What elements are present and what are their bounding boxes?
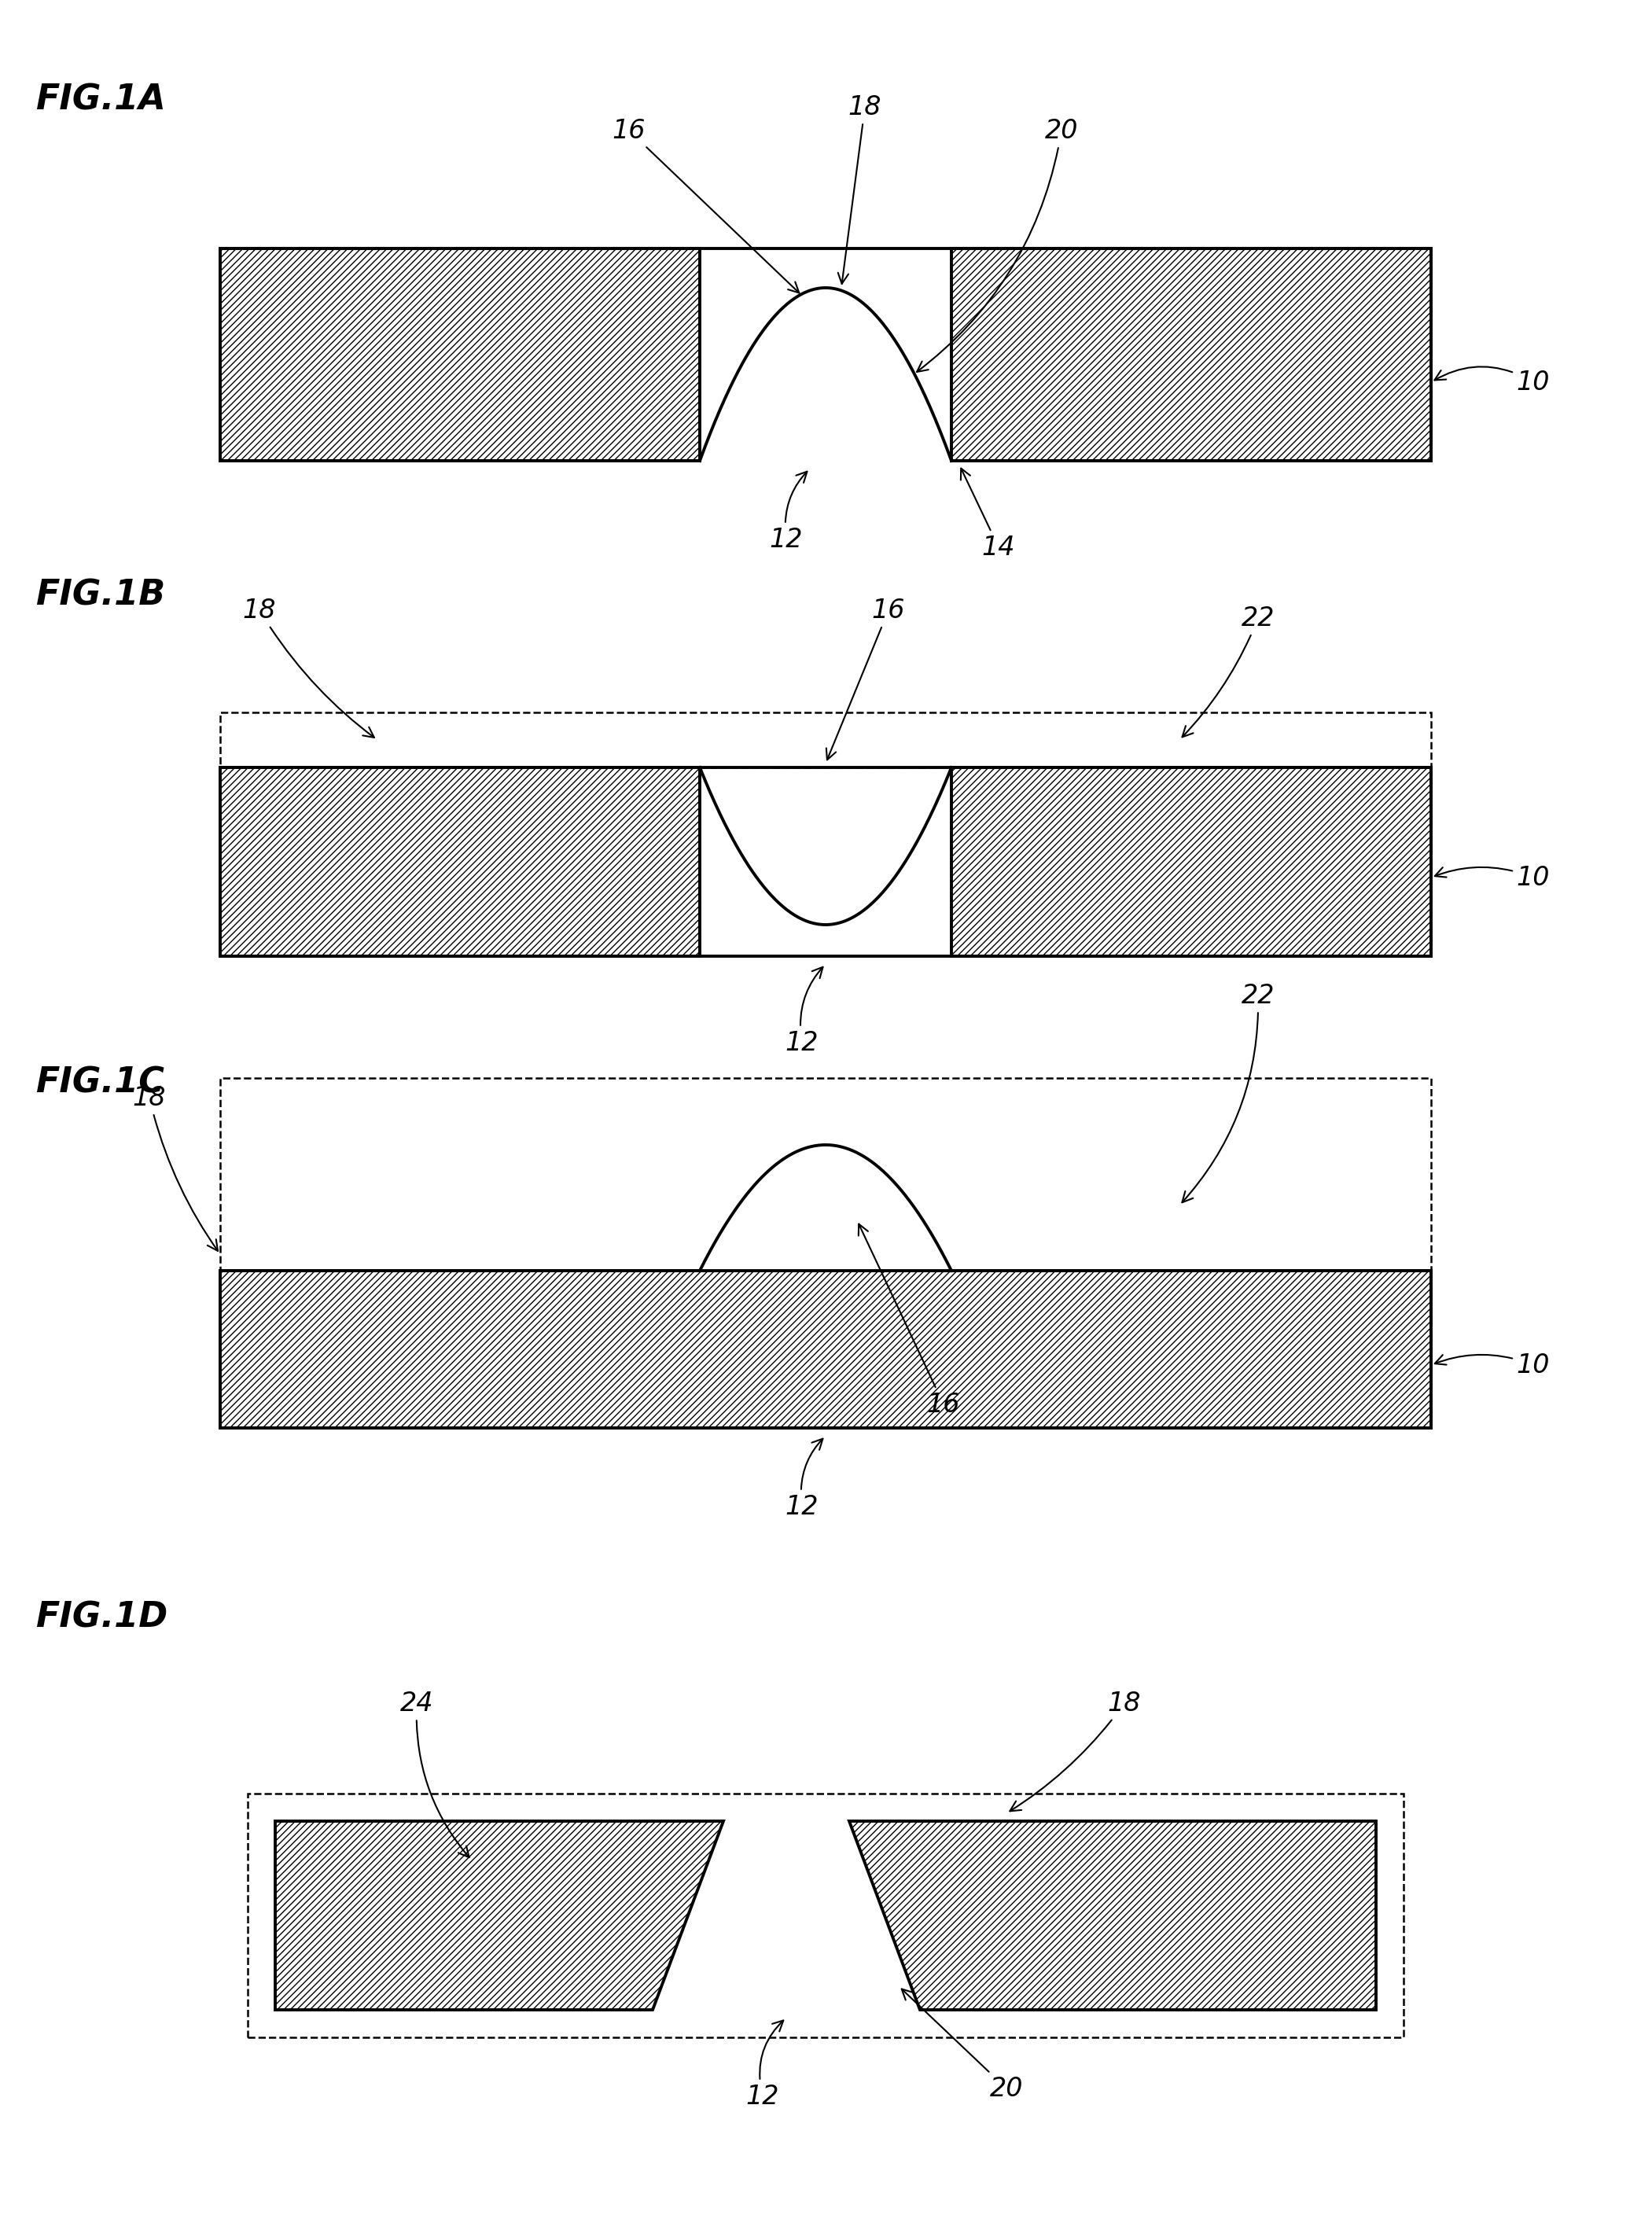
Text: 22: 22 xyxy=(1183,983,1275,1202)
Polygon shape xyxy=(220,248,700,462)
Bar xyxy=(248,1793,1404,2038)
Text: FIG.1D: FIG.1D xyxy=(35,1601,167,1635)
Text: FIG.1B: FIG.1B xyxy=(35,580,165,613)
Bar xyxy=(220,1075,1431,1271)
Polygon shape xyxy=(220,767,700,957)
Text: FIG.1A: FIG.1A xyxy=(35,83,165,118)
Text: 18: 18 xyxy=(243,598,375,738)
Polygon shape xyxy=(952,248,1431,462)
Polygon shape xyxy=(700,1144,952,1271)
Polygon shape xyxy=(700,767,952,925)
Text: 18: 18 xyxy=(132,1084,218,1251)
Polygon shape xyxy=(220,1271,1431,1427)
Text: 14: 14 xyxy=(961,468,1016,560)
Text: FIG.1C: FIG.1C xyxy=(35,1066,164,1099)
Bar xyxy=(220,711,1431,767)
Polygon shape xyxy=(849,1822,1376,2009)
Bar xyxy=(220,1077,1431,1271)
Text: 12: 12 xyxy=(785,968,823,1055)
Text: 10: 10 xyxy=(1434,366,1550,395)
Text: 16: 16 xyxy=(859,1224,960,1418)
Text: 16: 16 xyxy=(826,598,905,760)
Text: 18: 18 xyxy=(838,94,882,283)
Text: 10: 10 xyxy=(1436,1351,1550,1378)
Text: 12: 12 xyxy=(785,1438,823,1519)
Polygon shape xyxy=(952,767,1431,957)
Text: 24: 24 xyxy=(400,1690,469,1858)
Text: 16: 16 xyxy=(613,118,800,292)
Text: 22: 22 xyxy=(1183,604,1275,738)
Text: 18: 18 xyxy=(1009,1690,1142,1811)
Polygon shape xyxy=(700,288,952,462)
Polygon shape xyxy=(276,1822,724,2009)
Text: 10: 10 xyxy=(1436,865,1550,890)
Text: 20: 20 xyxy=(902,1989,1023,2101)
Text: 12: 12 xyxy=(770,471,808,553)
Text: 20: 20 xyxy=(917,118,1079,372)
Text: 12: 12 xyxy=(747,2020,783,2110)
